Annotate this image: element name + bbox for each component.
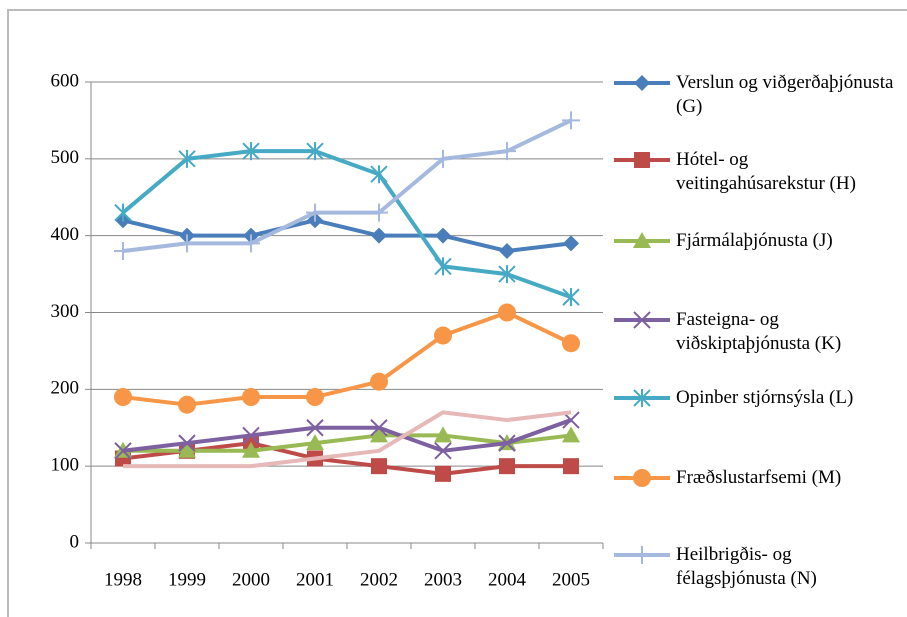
marker — [633, 389, 651, 407]
marker — [306, 419, 324, 437]
legend-item: Hótel- og veitingahúsarekstur (H) — [612, 148, 902, 208]
marker — [435, 465, 451, 482]
marker — [434, 257, 452, 276]
x-tick-label: 2004 — [488, 569, 527, 590]
marker — [242, 142, 260, 161]
legend-item: Verslun og viðgerðaþjónusta (G) — [612, 71, 902, 131]
x-tick-label: 1999 — [168, 569, 206, 590]
marker — [370, 419, 388, 437]
marker — [434, 149, 452, 168]
legend-label: Fræðslustarfsemi (M) — [676, 467, 842, 488]
series-line — [123, 433, 572, 453]
y-tick-label: 500 — [51, 147, 80, 168]
legend-swatch — [614, 469, 670, 487]
marker — [370, 372, 388, 391]
marker — [563, 458, 579, 475]
marker — [499, 458, 515, 475]
y-tick-label: 200 — [51, 378, 80, 399]
marker — [242, 388, 260, 407]
marker — [371, 227, 387, 244]
marker — [498, 303, 516, 322]
marker — [562, 426, 580, 443]
marker — [242, 441, 260, 458]
marker — [371, 458, 387, 475]
y-tick-label: 600 — [51, 70, 80, 91]
legend-item: Opinber stjórnsýsla (L) — [612, 386, 902, 446]
marker — [498, 142, 516, 161]
marker — [370, 203, 388, 222]
marker — [562, 111, 580, 130]
marker — [562, 334, 580, 353]
y-tick-label: 300 — [51, 301, 80, 322]
marker — [435, 227, 451, 244]
marker — [563, 235, 579, 252]
x-tick-label: 2000 — [232, 569, 270, 590]
series-line — [122, 118, 572, 254]
marker — [434, 442, 452, 460]
marker — [306, 388, 324, 407]
legend-label: Verslun og viðgerðaþjónusta (G) — [676, 72, 894, 117]
legend-swatch — [614, 311, 670, 329]
legend-item: Fjármálaþjónusta (J) — [612, 229, 902, 289]
marker — [370, 165, 388, 184]
marker — [499, 243, 515, 260]
marker — [114, 388, 132, 407]
marker — [114, 203, 132, 222]
series-line — [121, 149, 572, 300]
marker — [114, 442, 132, 460]
legend-item: Fræðslustarfsemi (M) — [612, 466, 902, 526]
marker — [370, 426, 388, 443]
marker — [498, 434, 516, 452]
marker — [498, 265, 516, 284]
x-tick-label: 2003 — [424, 569, 462, 590]
marker — [178, 441, 196, 458]
legend-swatch — [614, 389, 670, 407]
legend-item: Heilbrigðis- og félagsþjónusta (N) — [612, 543, 902, 603]
x-tick-label: 2005 — [552, 569, 590, 590]
marker — [242, 426, 260, 445]
legend-swatch — [614, 152, 670, 168]
x-tick-label: 2001 — [296, 569, 334, 590]
marker — [633, 311, 651, 329]
x-tick-label: 2002 — [360, 569, 398, 590]
marker — [633, 232, 651, 248]
marker — [633, 469, 651, 487]
marker — [562, 288, 580, 307]
marker — [178, 434, 196, 452]
legend-swatch — [614, 75, 670, 91]
legend-label: Opinber stjórnsýsla (L) — [676, 387, 854, 408]
y-tick-label: 400 — [51, 224, 80, 245]
marker — [242, 234, 260, 253]
y-tick-label: 100 — [51, 455, 80, 476]
marker — [114, 242, 132, 261]
marker — [434, 426, 452, 443]
legend-label: Hótel- og veitingahúsarekstur (H) — [676, 149, 856, 194]
legend-label: Fjármálaþjónusta (J) — [676, 230, 833, 251]
series-line — [122, 418, 572, 453]
marker — [633, 546, 651, 564]
legend-swatch — [614, 232, 670, 248]
y-tick-label: 0 — [70, 531, 80, 552]
marker — [306, 434, 324, 451]
legend-label: Heilbrigðis- og félagsþjónusta (N) — [676, 544, 817, 589]
frame — [7, 9, 907, 617]
series-line — [122, 310, 572, 407]
x-tick-label: 1998 — [104, 569, 142, 590]
marker — [306, 203, 324, 222]
legend-item: Fasteigna- og viðskiptaþjónusta (K) — [612, 308, 902, 368]
marker — [434, 326, 452, 345]
marker — [178, 234, 196, 253]
marker — [634, 75, 650, 91]
marker — [178, 395, 196, 414]
marker — [634, 152, 650, 168]
series-line — [123, 410, 572, 469]
series-line — [122, 218, 572, 254]
legend-swatch — [614, 546, 670, 564]
marker — [306, 142, 324, 161]
marker — [178, 149, 196, 168]
legend-label: Fasteigna- og viðskiptaþjónusta (K) — [676, 309, 842, 354]
